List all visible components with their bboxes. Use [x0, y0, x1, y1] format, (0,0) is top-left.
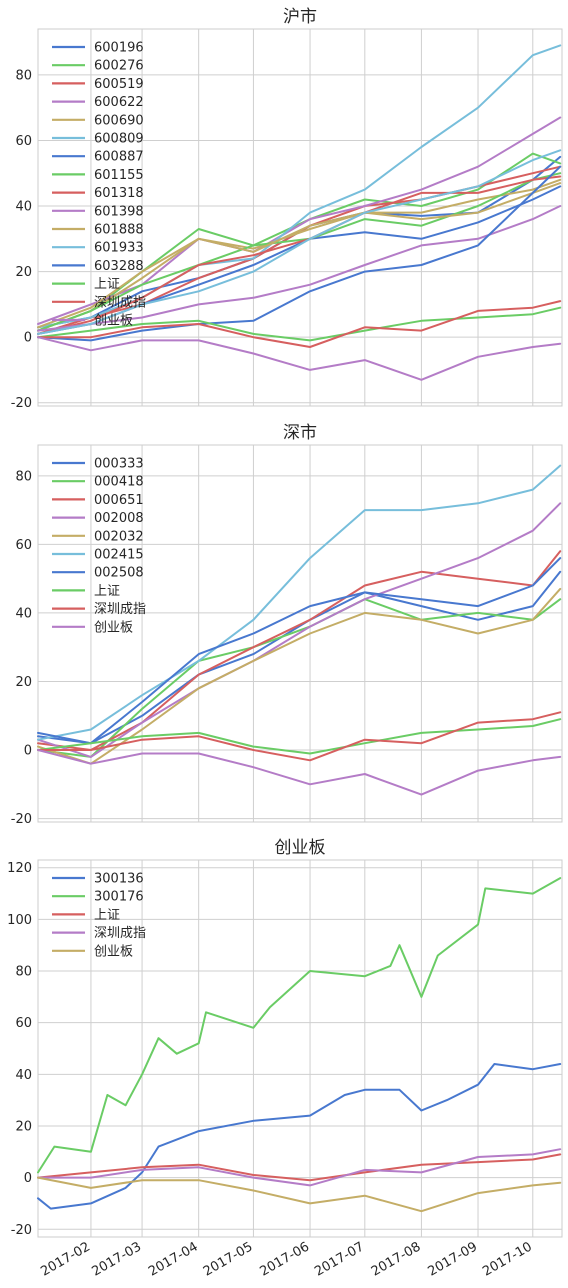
legend: 600196 600276 600519 600622 600690 600809 6008…	[52, 41, 146, 329]
legend: 000333 000418 000651 002008 002032 002415 0025…	[52, 457, 146, 635]
series-line-601398	[37, 205, 562, 332]
series-line-601933	[37, 149, 562, 335]
legend-label: 上证	[94, 584, 120, 599]
y-tick-label: 20	[15, 1119, 32, 1134]
legend-label: 002508	[94, 566, 144, 581]
x-tick-label: 2017-05	[201, 1239, 256, 1279]
panel-1: -20020406080沪市60019660027660051960062260…	[11, 7, 563, 411]
legend-label: 600276	[94, 59, 144, 74]
series-line-600622	[37, 116, 562, 325]
panel-3: -20020406080100120创业板300136300176上证深圳成指创…	[7, 838, 563, 1280]
legend-label: 000333	[94, 457, 144, 472]
legend-label: 深圳成指	[94, 926, 146, 941]
legend-label: 上证	[94, 277, 120, 292]
y-tick-label: 60	[15, 1016, 32, 1031]
y-tick-label: 80	[15, 965, 32, 980]
legend-label: 创业板	[94, 944, 133, 959]
y-tick-label: 60	[15, 134, 32, 149]
chart-title: 创业板	[275, 838, 326, 858]
legend-label: 300176	[94, 890, 144, 905]
series-line-300136	[37, 1063, 562, 1210]
series-line-深圳成指	[37, 1148, 562, 1187]
legend-label: 002032	[94, 529, 144, 544]
legend-label: 300136	[94, 872, 144, 887]
chart-title: 深市	[283, 423, 317, 443]
x-tick-label: 2017-03	[90, 1239, 145, 1279]
y-tick-label: -20	[11, 812, 32, 827]
series-line-603288	[37, 165, 562, 342]
legend-label: 002008	[94, 511, 144, 526]
legend-label: 000418	[94, 475, 144, 490]
x-tick-label: 2017-09	[425, 1239, 480, 1279]
legend-label: 600809	[94, 132, 144, 147]
y-tick-label: 20	[15, 675, 32, 690]
series-line-深圳成指	[37, 711, 562, 762]
legend-label: 600519	[94, 77, 144, 92]
legend-label: 600622	[94, 95, 144, 110]
legend-label: 600690	[94, 113, 144, 128]
legend-label: 601318	[94, 186, 144, 201]
y-tick-label: 40	[15, 606, 32, 621]
legend-label: 601398	[94, 204, 144, 219]
legend-label: 600887	[94, 150, 144, 165]
series-line-002032	[37, 587, 562, 765]
legend-label: 深圳成指	[94, 602, 146, 617]
series-line-上证	[37, 1153, 562, 1182]
y-tick-label: 40	[15, 1068, 32, 1083]
series-line-601888	[37, 182, 562, 329]
y-tick-label: 20	[15, 265, 32, 280]
x-tick-label: 2017-08	[369, 1239, 424, 1279]
series-line-上证	[37, 718, 562, 755]
y-tick-label: 120	[7, 861, 32, 876]
series-line-600809	[37, 44, 562, 329]
y-tick-label: 0	[24, 744, 32, 759]
legend-label: 创业板	[94, 314, 133, 329]
x-tick-label: 2017-06	[257, 1239, 312, 1279]
legend-label: 上证	[94, 908, 120, 923]
y-tick-label: 60	[15, 538, 32, 553]
x-tick-label: 2017-07	[312, 1239, 367, 1279]
series-line-002415	[37, 464, 562, 741]
legend-label: 601155	[94, 168, 144, 183]
series-line-创业板	[37, 336, 562, 381]
y-tick-label: 0	[24, 1171, 32, 1186]
series-line-上证	[37, 306, 562, 342]
y-tick-label: 0	[24, 331, 32, 346]
x-tick-label: 2017-10	[480, 1239, 535, 1279]
x-tick-label: 2017-04	[146, 1239, 201, 1279]
series-line-002508	[37, 557, 562, 745]
series-line-创业板	[37, 1176, 562, 1213]
legend-label: 601933	[94, 241, 144, 256]
legend-label: 000651	[94, 493, 144, 508]
y-tick-label: 80	[15, 469, 32, 484]
series-line-000651	[37, 550, 562, 751]
panel-2: -20020406080深市00033300041800065100200800…	[11, 423, 563, 827]
y-tick-label: -20	[11, 1223, 32, 1238]
x-tick-label: 2017-02	[38, 1239, 93, 1279]
series-line-300176	[37, 877, 562, 1174]
legend-label: 600196	[94, 41, 144, 56]
chart-title: 沪市	[283, 7, 317, 27]
series-line-深圳成指	[37, 300, 562, 348]
y-tick-label: -20	[11, 396, 32, 411]
plot-area	[37, 859, 563, 1238]
legend-label: 创业板	[94, 620, 133, 635]
y-tick-label: 100	[7, 913, 32, 928]
legend-label: 601888	[94, 223, 144, 238]
legend-label: 603288	[94, 259, 144, 274]
series-line-002008	[37, 502, 562, 758]
legend-label: 002415	[94, 548, 144, 563]
legend-label: 深圳成指	[94, 295, 146, 310]
series-line-创业板	[37, 749, 562, 796]
y-tick-label: 80	[15, 68, 32, 83]
y-tick-label: 40	[15, 200, 32, 215]
